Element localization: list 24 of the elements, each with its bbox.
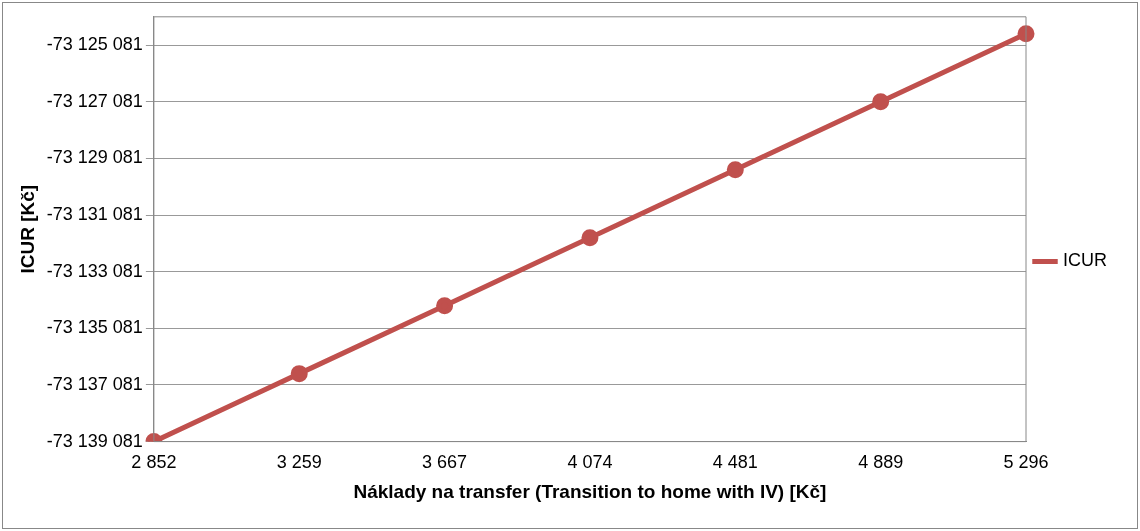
point	[581, 229, 599, 247]
x-tick-label: 2 852	[131, 452, 177, 473]
point	[436, 297, 454, 315]
y-tick-label: -73 137 081	[46, 373, 143, 394]
y-tick-label: -73 125 081	[46, 34, 143, 55]
y-tick-label: -73 133 081	[46, 260, 143, 281]
x-tick-label: 3 667	[422, 452, 468, 473]
y-tick-label: -73 129 081	[46, 147, 143, 168]
y-tick-label: -73 135 081	[46, 317, 143, 338]
y-axis-title: ICUR [Kč]	[16, 184, 38, 274]
y-tick-label: -73 127 081	[46, 90, 143, 111]
x-tick-label: 4 481	[712, 452, 758, 473]
point	[726, 161, 744, 179]
point	[872, 93, 890, 111]
x-axis-title: Náklady na transfer (Transition to home with IV) [Kč]	[353, 480, 827, 502]
point	[1017, 25, 1035, 43]
point	[290, 365, 308, 383]
x-tick-label: 4 889	[858, 452, 904, 473]
x-tick-label: 5 296	[1003, 452, 1049, 473]
y-tick-label: -73 139 081	[46, 430, 143, 451]
legend-label: ICUR	[1063, 250, 1107, 271]
x-tick-label: 4 074	[567, 452, 613, 473]
x-tick-label: 3 259	[276, 452, 322, 473]
y-tick-label: -73 131 081	[46, 204, 143, 225]
